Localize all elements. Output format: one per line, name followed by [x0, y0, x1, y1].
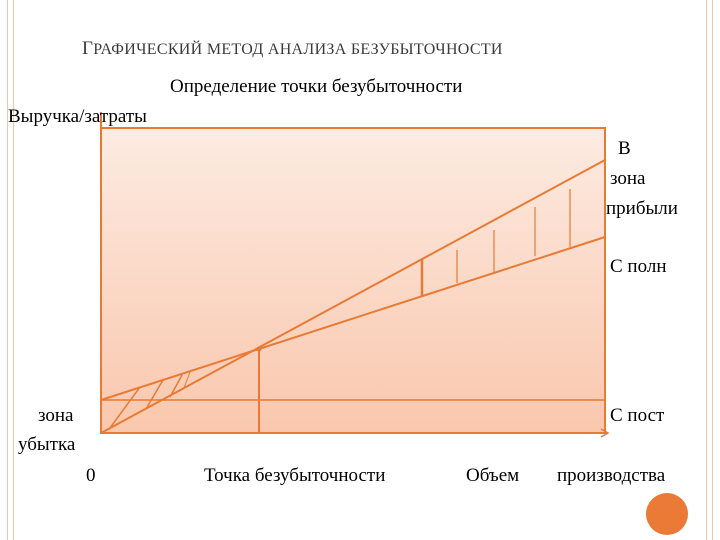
x-axis-arrowhead [600, 428, 610, 438]
revenue-line-label: В [618, 138, 631, 159]
loss-zone-word: зона [38, 405, 74, 426]
loss-hatch-1 [109, 386, 141, 429]
slide-border-left-inner [13, 0, 14, 540]
total-cost-line [100, 236, 606, 401]
slide-border-left [7, 0, 8, 540]
loss-hatch-4 [183, 371, 191, 389]
profit-zone-name: прибыли [606, 198, 678, 219]
origin-label: 0 [86, 465, 96, 486]
break-even-point-label: Точка безубыточности [204, 465, 386, 486]
x-axis-label-word1: Объем [466, 465, 520, 486]
loss-hatch-3 [169, 374, 183, 398]
x-axis-label-word2: производства [557, 465, 666, 486]
profit-zone-word: зона [610, 168, 646, 189]
loss-hatch-2 [145, 379, 164, 410]
fixed-cost-label: С пост [610, 405, 665, 426]
break-even-point-marker [256, 346, 262, 352]
title-rest: РАФИЧЕСКИЙ МЕТОД АНАЛИЗА БЕЗУБЫТОЧНОСТИ [93, 41, 503, 58]
revenue-line [100, 159, 606, 434]
slide-border-right [712, 0, 713, 540]
title-first-letter: Г [82, 38, 94, 59]
slide-border-right-inner [706, 0, 707, 540]
total-cost-label: С полн [610, 256, 667, 277]
y-axis-label: Выручка/затраты [8, 106, 147, 127]
diagram-subtitle: Определение точки безубыточности [170, 76, 463, 97]
plot-area [100, 127, 606, 434]
decorative-circle [646, 493, 688, 535]
slide-title: ГРАФИЧЕСКИЙ МЕТОД АНАЛИЗА БЕЗУБЫТОЧНОСТИ [82, 38, 503, 60]
loss-zone-name: убытка [18, 434, 76, 455]
